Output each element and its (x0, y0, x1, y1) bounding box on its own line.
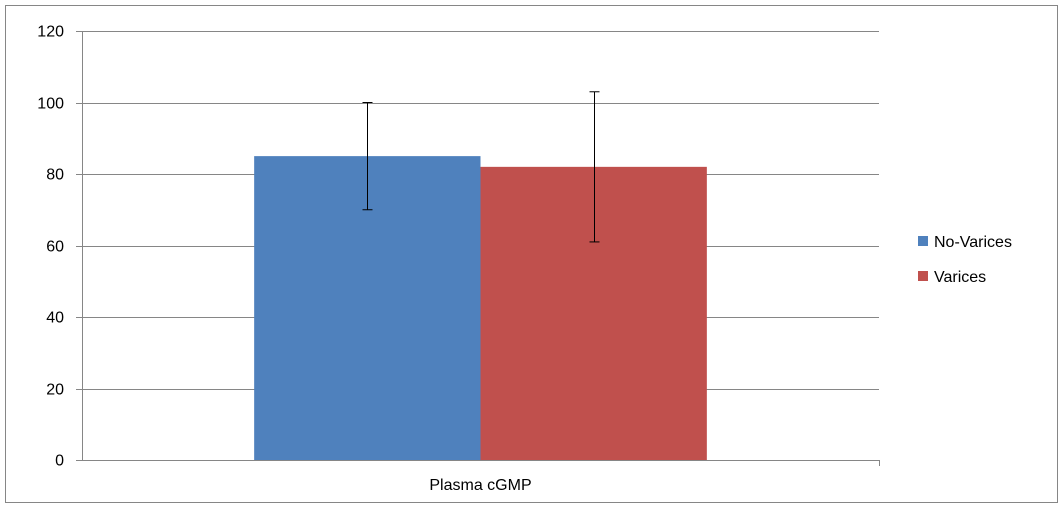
y-tick-labels: 0 20 40 60 80 100 120 (37, 24, 64, 470)
axes (76, 31, 880, 466)
y-tick-label: 0 (55, 453, 64, 470)
gridlines (82, 31, 879, 390)
y-tick-label: 80 (46, 167, 64, 184)
x-tick-label: Plasma cGMP (429, 477, 531, 494)
y-tick-label: 100 (37, 96, 64, 113)
legend-swatch (918, 271, 928, 281)
legend-label: No-Varices (934, 234, 1012, 251)
error-bars (362, 91, 600, 243)
bars (254, 156, 707, 460)
legend: No-Varices Varices (918, 234, 1012, 286)
x-tick-labels: Plasma cGMP (429, 477, 531, 494)
y-tick-label: 120 (37, 24, 64, 41)
y-tick-label: 40 (46, 310, 64, 327)
y-tick-label: 60 (46, 239, 64, 256)
legend-swatch (918, 236, 928, 246)
y-tick-label: 20 (46, 382, 64, 399)
legend-label: Varices (934, 269, 986, 286)
bar-varices (480, 166, 707, 460)
